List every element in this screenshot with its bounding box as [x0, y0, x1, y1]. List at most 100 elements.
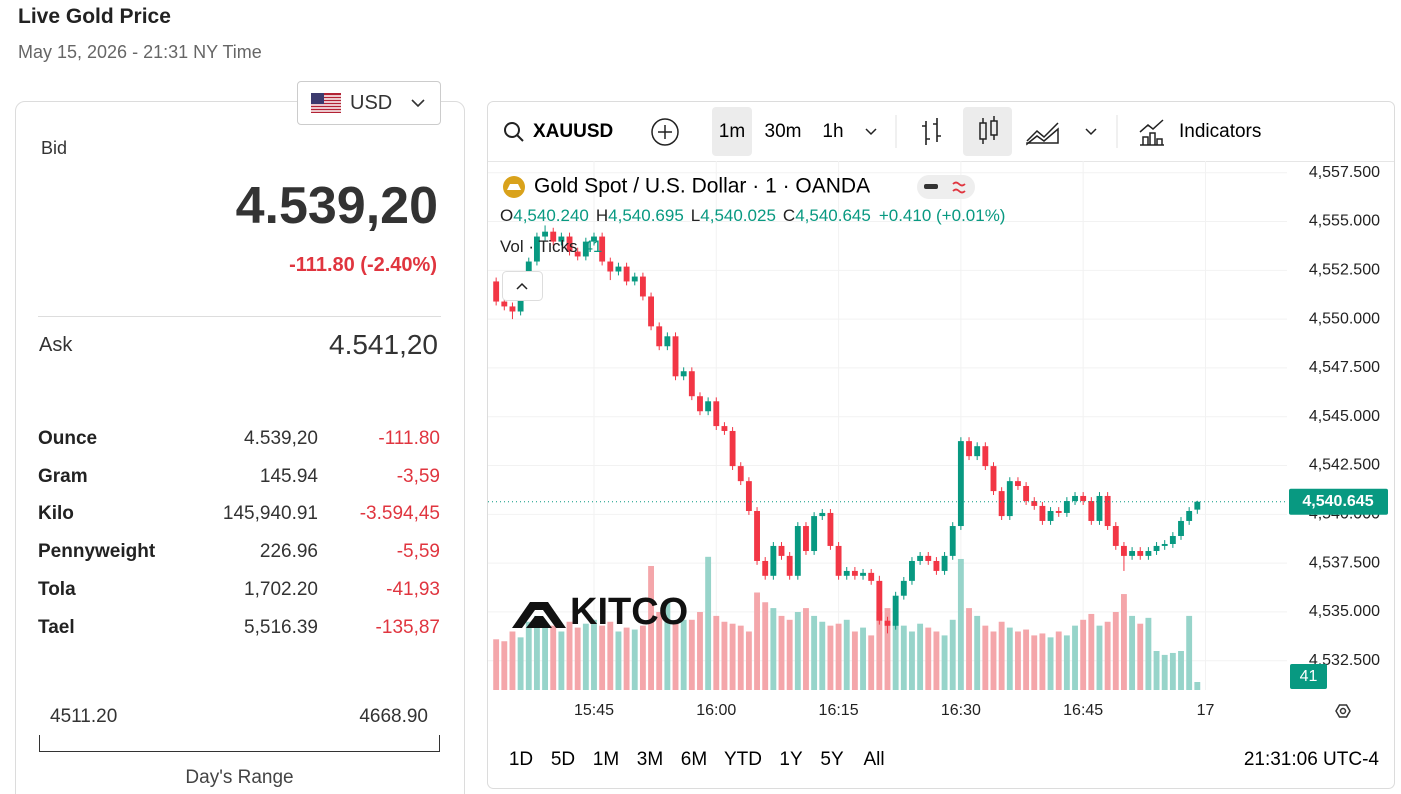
symbol-search[interactable]: XAUUSD [504, 121, 613, 142]
candle-body [909, 560, 915, 581]
candle-body [998, 491, 1005, 517]
volume-bar [729, 623, 736, 690]
candle-body [737, 466, 744, 482]
candle-body [501, 301, 508, 307]
candle-body [615, 266, 622, 272]
candle-body [827, 512, 834, 546]
chevron-icon[interactable] [865, 128, 877, 136]
interval-button[interactable]: 30m [765, 121, 802, 142]
y-tick-label: 4,547.500 [1309, 359, 1380, 376]
period-button[interactable]: 3M [637, 749, 663, 770]
y-tick-label: 4,535.000 [1309, 603, 1380, 620]
volume-bar [493, 639, 500, 690]
candle-body [1121, 545, 1127, 556]
volume-bar [1023, 629, 1030, 690]
bars-icon[interactable] [922, 118, 941, 145]
candle-body [550, 231, 557, 242]
collapse-legend-button[interactable] [502, 271, 543, 301]
volume-bar [745, 631, 752, 690]
candle-body [1072, 495, 1078, 502]
compare-button[interactable] [651, 118, 679, 146]
candle-body [1137, 551, 1144, 556]
volume-bar [501, 641, 508, 690]
volume-bar [990, 631, 997, 690]
interval-button[interactable]: 1m [719, 121, 745, 142]
candle-body [1006, 481, 1013, 517]
volume-bar [1153, 651, 1160, 690]
unit-name: Pennyweight [38, 541, 156, 563]
period-button[interactable]: YTD [724, 749, 762, 770]
chart-title: Gold Spot / U.S. Dollar · 1 · OANDA [534, 175, 870, 198]
candle-body [966, 441, 972, 457]
chevron-icon[interactable] [1085, 128, 1097, 136]
period-group: 1D 5D 1M 3M 6M YTD 1Y 5Y All [509, 749, 885, 770]
volume-bar [1006, 627, 1013, 690]
search-icon [504, 122, 520, 138]
period-button[interactable]: 1D [509, 749, 533, 770]
settings-icon[interactable] [1335, 704, 1351, 718]
volume-bar [1072, 625, 1078, 690]
unit-price: 145.94 [259, 465, 318, 487]
period-button[interactable]: 5D [551, 749, 575, 770]
period-button[interactable]: 1M [593, 749, 619, 770]
volume-bar [900, 625, 907, 690]
candle-body [623, 266, 630, 282]
candle-body [803, 526, 809, 552]
candle-body [770, 545, 777, 576]
volume-bar [1186, 615, 1193, 690]
ask-label: Ask [39, 334, 73, 356]
y-tick-label: 4,532.500 [1309, 652, 1380, 669]
collapse-bg [502, 271, 543, 301]
volume-bar [1104, 621, 1111, 690]
candle-body [762, 560, 769, 576]
period-button[interactable]: All [863, 749, 884, 770]
chart-frame [487, 101, 1395, 789]
ohlc-change: +0.410 (+0.01%) [879, 206, 1006, 225]
bid-price: 4.539,20 [235, 177, 438, 235]
y-tick-label: 4,537.500 [1309, 554, 1380, 571]
candle-body [819, 512, 826, 517]
candle-body [533, 236, 540, 262]
period-button[interactable]: 1Y [779, 749, 803, 770]
area-icon[interactable] [1026, 122, 1059, 146]
volume-bar [574, 627, 581, 690]
candle-body [949, 526, 956, 556]
x-tick-label: 16:45 [1063, 702, 1103, 719]
volume-legend: Vol · Ticks 41 [500, 237, 602, 256]
candle-body [982, 446, 989, 467]
candles-icon[interactable] [979, 116, 998, 144]
candle-body [754, 510, 760, 561]
unit-name: Ounce [38, 428, 98, 449]
candle-body [835, 545, 842, 576]
selected-style-bg [963, 107, 1012, 156]
y-tick-label: 4,542.500 [1309, 457, 1380, 474]
volume-bar [1015, 631, 1021, 690]
candle-body [1055, 510, 1062, 513]
volume-bar [656, 612, 663, 690]
symbol-logo [507, 184, 521, 190]
candle-body [664, 336, 671, 347]
chevron [411, 99, 425, 108]
price-tag-label: 4,540.645 [1302, 493, 1373, 510]
unit-change: -5,59 [396, 541, 440, 563]
price-tag [1289, 488, 1388, 515]
period-button[interactable]: 5Y [820, 749, 844, 770]
interval-button[interactable]: 1h [822, 121, 843, 142]
ohlc-key: L [691, 206, 700, 225]
period-button[interactable]: 6M [681, 749, 707, 770]
indicators-button[interactable]: Indicators [1139, 119, 1261, 146]
volume-bar [1194, 682, 1201, 690]
volume-bar [1169, 652, 1176, 690]
candle-body [648, 296, 654, 327]
currency-dropdown[interactable]: USD [297, 81, 441, 125]
plus-icon [658, 125, 672, 139]
volume-bar [721, 621, 728, 690]
volume-bar [639, 625, 646, 690]
x-tick-label: 16:00 [696, 702, 736, 719]
range-high: 4668.90 [359, 706, 428, 727]
candle-body [876, 580, 883, 621]
volume-bar [542, 623, 549, 690]
candle-body [745, 481, 752, 511]
range-label: Day's Range [185, 767, 294, 788]
